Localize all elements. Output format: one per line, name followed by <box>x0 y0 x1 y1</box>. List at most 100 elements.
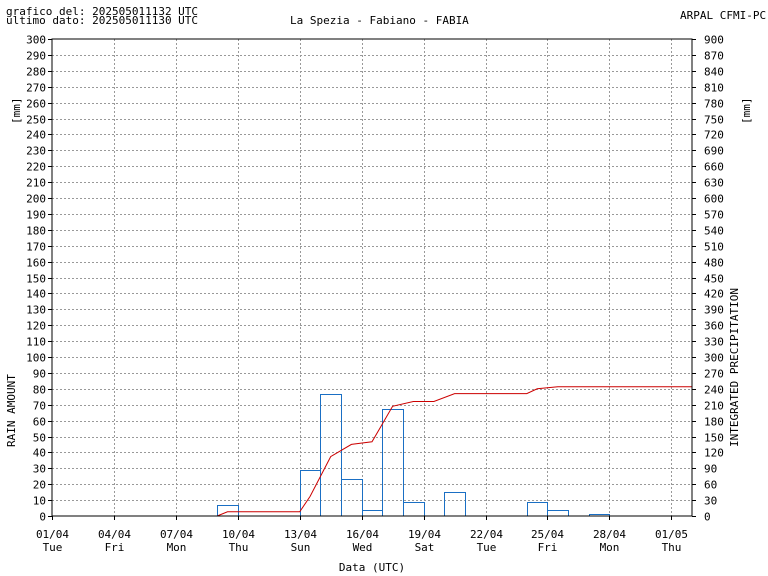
left-unit-label: [mm] <box>10 98 23 125</box>
y-right-tick-label: 600 <box>704 193 724 206</box>
rain-bar <box>300 470 321 517</box>
x-tick-date: 16/04 <box>346 528 379 541</box>
y-right-tick-label: 630 <box>704 177 724 190</box>
y-left-tick-label: 300 <box>26 34 46 47</box>
y-left-tick-label: 130 <box>26 304 46 317</box>
y-right-tick-label: 870 <box>704 50 724 63</box>
y-right-tick-label: 690 <box>704 145 724 158</box>
y-right-tick-label: 570 <box>704 209 724 222</box>
y-left-tick-label: 60 <box>33 416 46 429</box>
rain-bar <box>547 510 569 517</box>
integrated-line <box>52 386 692 517</box>
x-tick-day: Mon <box>600 541 620 554</box>
agency-label: ARPAL CFMI-PC <box>680 9 767 22</box>
x-tick-date: 07/04 <box>160 528 193 541</box>
y-left-tick-label: 70 <box>33 400 46 413</box>
y-right-tick-label: 480 <box>704 257 724 270</box>
y-left-tick-label: 150 <box>26 273 46 286</box>
y-left-tick-label: 190 <box>26 209 46 222</box>
x-tick-day: Wed <box>353 541 373 554</box>
y-left-tick-label: 200 <box>26 193 46 206</box>
y-right-tick-label: 60 <box>704 479 717 492</box>
integrated-precipitation-line <box>52 386 692 517</box>
y-right-tick-label: 120 <box>704 447 724 460</box>
x-tick-date: 10/04 <box>222 528 255 541</box>
y-left-tick-label: 10 <box>33 495 46 508</box>
y-right-tick-label: 780 <box>704 98 724 111</box>
rain-bar <box>444 492 466 517</box>
x-tick-day: Fri <box>538 541 558 554</box>
x-tick-date: 01/05 <box>655 528 688 541</box>
y-left-tick-label: 80 <box>33 384 46 397</box>
station-title: La Spezia - Fabiano - FABIA <box>290 14 469 27</box>
x-tick-date: 22/04 <box>470 528 503 541</box>
y-right-tick-label: 90 <box>704 463 717 476</box>
y-left-tick-label: 120 <box>26 320 46 333</box>
x-tick-day: Tue <box>43 541 63 554</box>
y-left-tick-label: 260 <box>26 98 46 111</box>
x-tick-day: Thu <box>229 541 249 554</box>
right-unit-label: [mm] <box>740 98 753 125</box>
y-left-tick-label: 140 <box>26 288 46 301</box>
y-left-tick-label: 250 <box>26 114 46 127</box>
y-left-tick-label: 40 <box>33 447 46 460</box>
y-left-tick-label: 90 <box>33 368 46 381</box>
y-right-tick-label: 330 <box>704 336 724 349</box>
y-left-tick-label: 220 <box>26 161 46 174</box>
y-right-tick-label: 720 <box>704 129 724 142</box>
y-right-tick-label: 540 <box>704 225 724 238</box>
y-right-tick-label: 210 <box>704 400 724 413</box>
y-right-tick-label: 30 <box>704 495 717 508</box>
y-right-tick-label: 360 <box>704 320 724 333</box>
y-left-tick-label: 30 <box>33 463 46 476</box>
y-left-tick-label: 210 <box>26 177 46 190</box>
y-left-tick-label: 110 <box>26 336 46 349</box>
x-tick-date: 25/04 <box>531 528 564 541</box>
y-right-tick-label: 750 <box>704 114 724 127</box>
x-tick-day: Tue <box>477 541 497 554</box>
y-left-tick-label: 280 <box>26 66 46 79</box>
y-left-tick-label: 100 <box>26 352 46 365</box>
generated-timestamp: grafico del: 202505011132 UTC <box>6 5 199 18</box>
y-right-tick-label: 270 <box>704 368 724 381</box>
rain-bar <box>403 502 425 517</box>
rain-bar <box>362 510 383 517</box>
x-tick-date: 01/04 <box>36 528 69 541</box>
y-left-tick-label: 180 <box>26 225 46 238</box>
y-left-tick-label: 240 <box>26 129 46 142</box>
x-tick-date: 19/04 <box>408 528 441 541</box>
y-right-tick-label: 150 <box>704 432 724 445</box>
y-left-tick-label: 50 <box>33 432 46 445</box>
right-axis-title: INTEGRATED PRECIPITATION <box>728 288 741 447</box>
x-axis-ticks: 01/04Tue04/04Fri07/04Mon10/04Thu13/04Sun… <box>36 516 688 554</box>
y-left-tick-label: 230 <box>26 145 46 158</box>
plot-frame <box>51 38 693 517</box>
y-left-tick-label: 170 <box>26 241 46 254</box>
y-right-tick-label: 900 <box>704 34 724 47</box>
last-data-timestamp: ultimo dato: 202505011130 UTC <box>6 14 199 27</box>
y-right-tick-label: 510 <box>704 241 724 254</box>
x-tick-day: Sun <box>291 541 311 554</box>
y-right-tick-label: 840 <box>704 66 724 79</box>
y-right-tick-label: 300 <box>704 352 724 365</box>
rain-bar <box>527 502 548 517</box>
y-right-tick-label: 180 <box>704 416 724 429</box>
rain-bars <box>217 394 610 517</box>
rain-bar <box>320 394 342 517</box>
left-axis-ticks: 0 10 20 30 40 50 60 70 80 90 100 110 120 130 140 150 160… <box>26 34 52 524</box>
y-right-tick-label: 240 <box>704 384 724 397</box>
x-tick-day: Mon <box>167 541 187 554</box>
x-tick-day: Fri <box>105 541 125 554</box>
y-right-tick-label: 0 <box>704 511 711 524</box>
y-right-tick-label: 420 <box>704 288 724 301</box>
right-axis-ticks: 0 30 60 90 120 150 180 210 240 270 300 330 360 390 420… <box>692 34 724 524</box>
x-tick-day: Sat <box>415 541 435 554</box>
x-tick-date: 28/04 <box>593 528 626 541</box>
y-left-tick-label: 20 <box>33 479 46 492</box>
y-right-tick-label: 810 <box>704 82 724 95</box>
y-right-tick-label: 660 <box>704 161 724 174</box>
y-left-tick-label: 160 <box>26 257 46 270</box>
y-left-tick-label: 270 <box>26 82 46 95</box>
grid-lines <box>52 39 692 516</box>
